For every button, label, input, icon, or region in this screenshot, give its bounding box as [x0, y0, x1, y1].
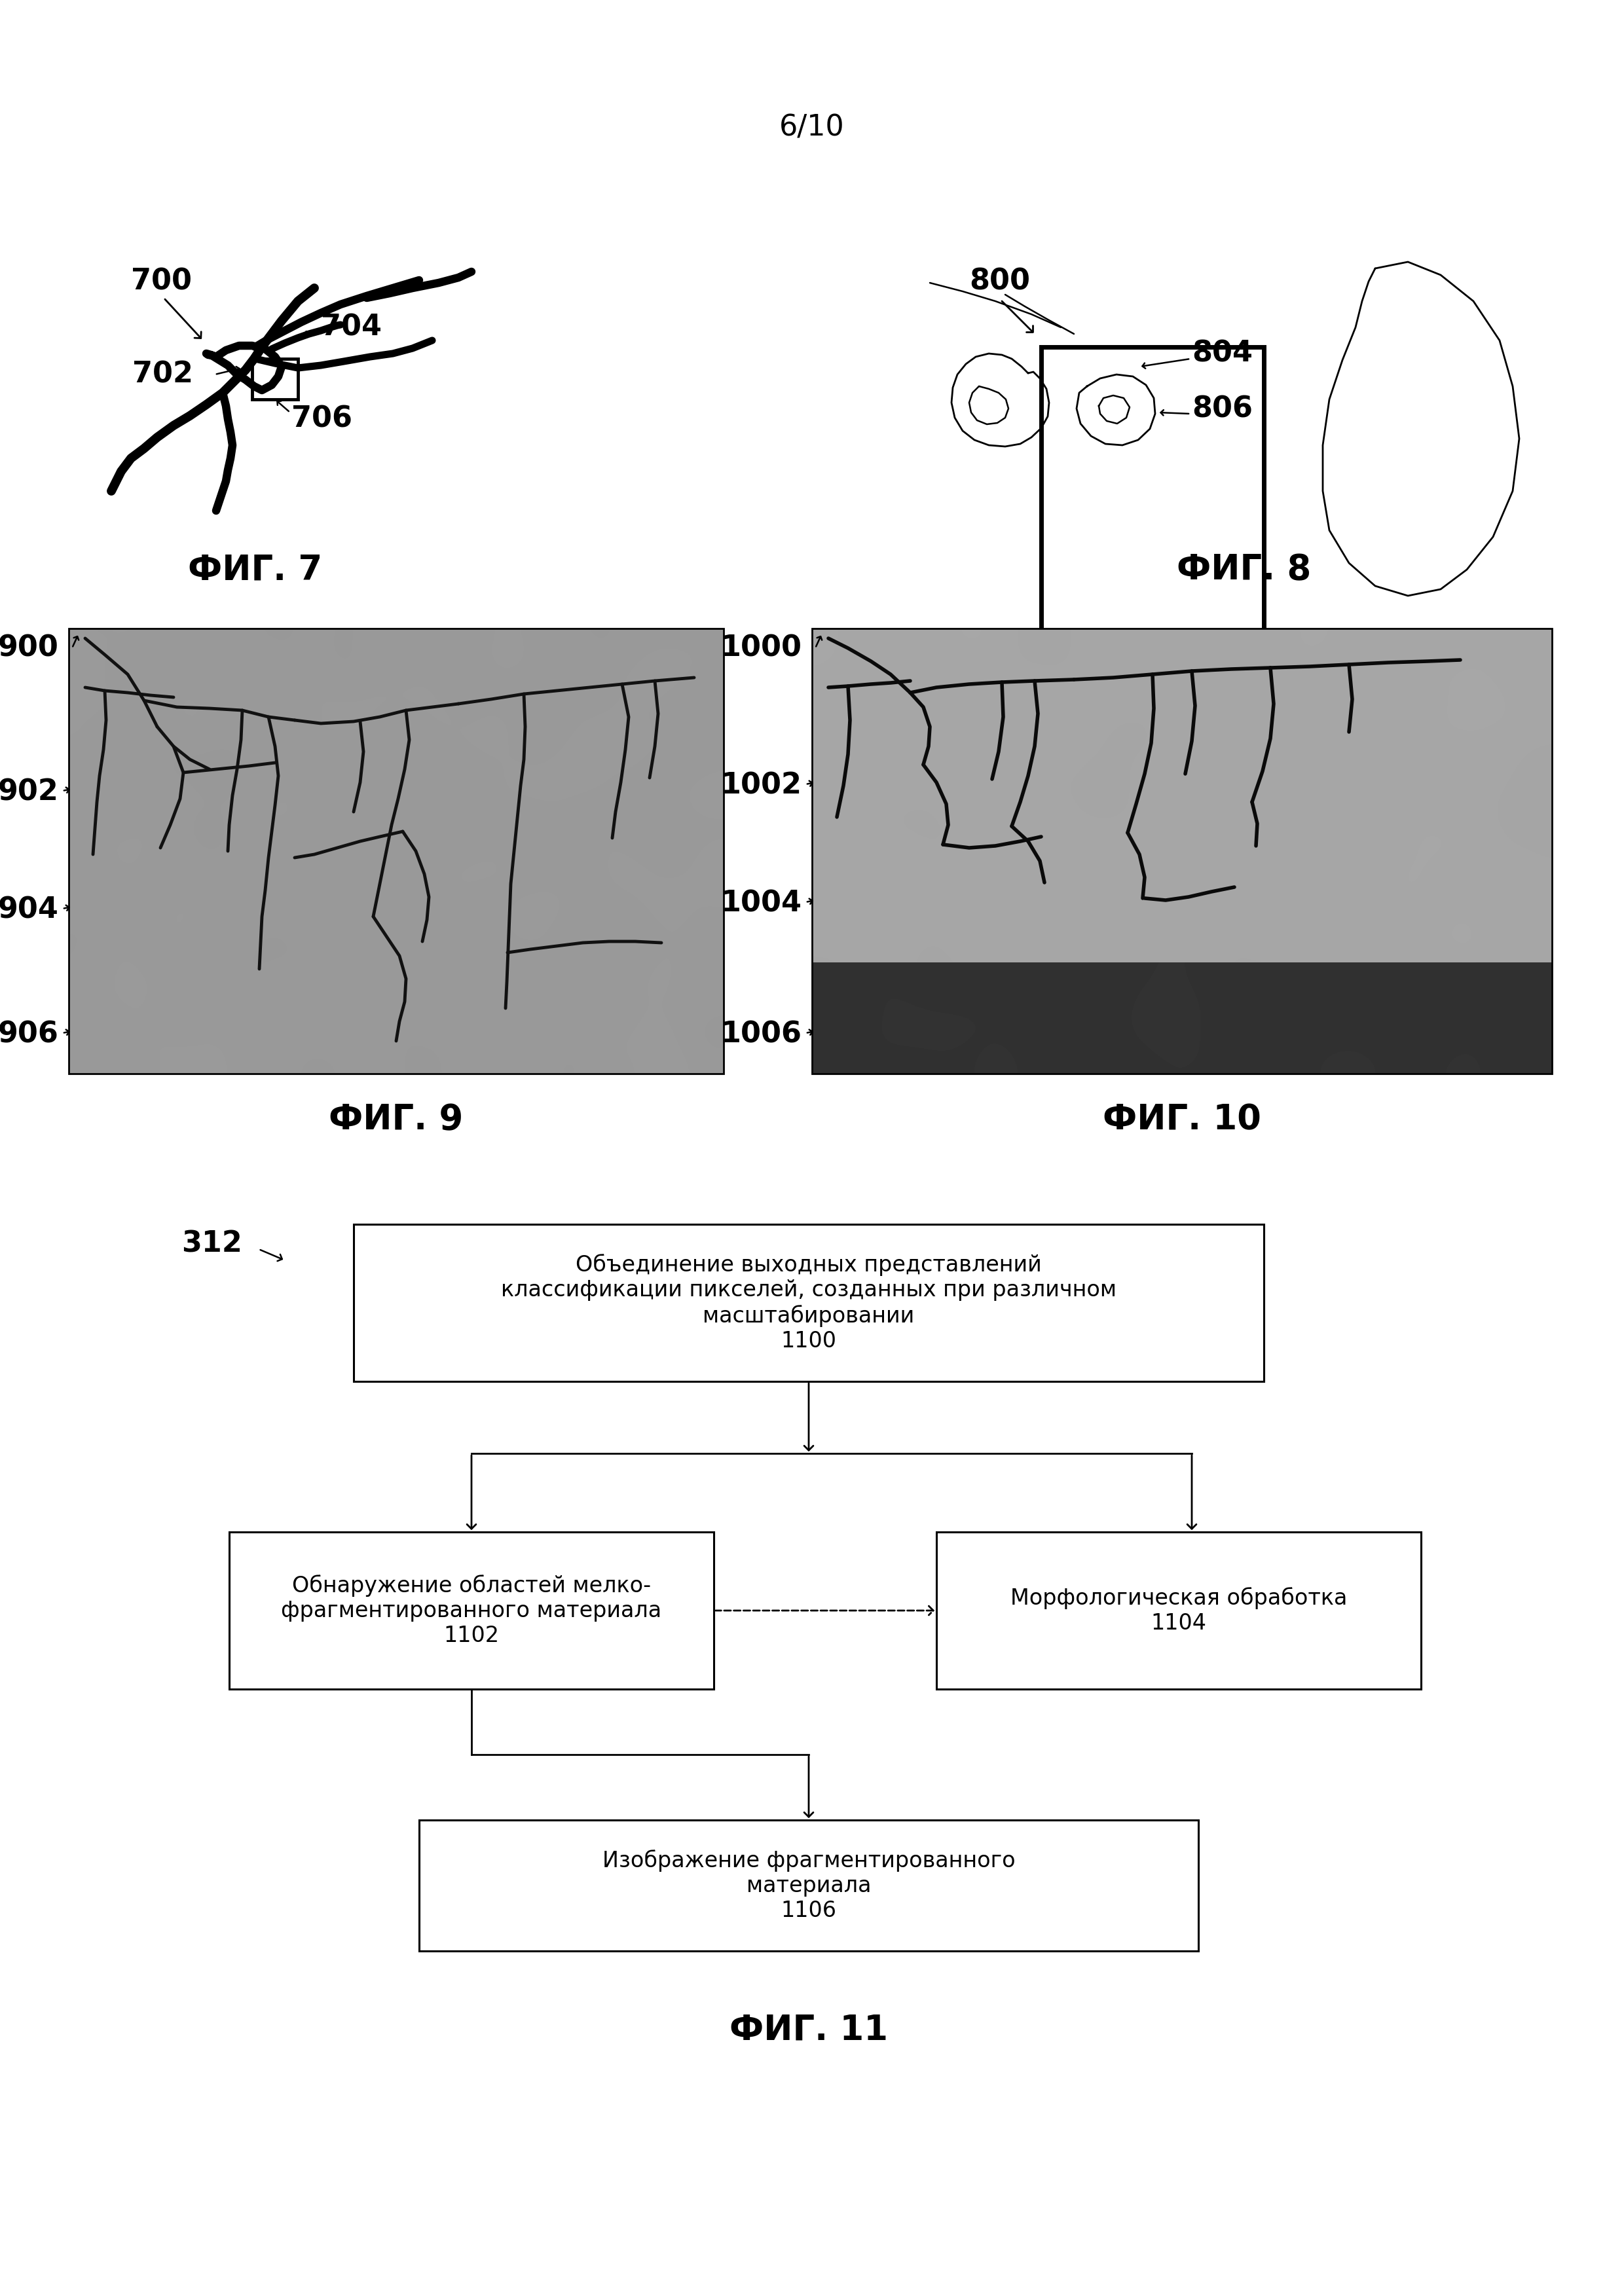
Text: 900: 900 [0, 634, 58, 661]
Text: 700: 700 [132, 266, 192, 296]
Text: Морфологическая обработка
1104: Морфологическая обработка 1104 [1010, 1587, 1348, 1635]
Text: Объединение выходных представлений
классификации пикселей, созданных при различн: Объединение выходных представлений класс… [500, 1254, 1117, 1352]
Text: 906: 906 [0, 1019, 58, 1049]
Bar [419, 1821, 1199, 1952]
Text: 806: 806 [1192, 395, 1252, 422]
Text: 1000: 1000 [721, 634, 802, 661]
Bar [1041, 347, 1263, 641]
Bar [937, 1531, 1421, 1690]
Bar [68, 629, 724, 1075]
Bar [812, 629, 1553, 1075]
Text: Изображение фрагментированного
материала
1106: Изображение фрагментированного материала… [603, 1848, 1015, 1922]
Text: 804: 804 [1192, 340, 1252, 367]
Bar [354, 1224, 1263, 1382]
Text: 904: 904 [0, 895, 58, 923]
Text: 312: 312 [182, 1231, 242, 1258]
Text: 704: 704 [322, 312, 382, 342]
Text: 902: 902 [0, 778, 58, 806]
Text: Обнаружение областей мелко-
фрагментированного материала
1102: Обнаружение областей мелко- фрагментиров… [281, 1575, 661, 1646]
Text: 706: 706 [291, 404, 352, 434]
Text: ФИГ. 10: ФИГ. 10 [1103, 1102, 1262, 1137]
Text: ФИГ. 8: ФИГ. 8 [1177, 553, 1312, 585]
Text: ФИГ. 9: ФИГ. 9 [330, 1102, 463, 1137]
Text: 6/10: 6/10 [780, 113, 844, 142]
Text: 702: 702 [132, 360, 193, 388]
Text: 800: 800 [970, 266, 1030, 296]
Text: 1002: 1002 [721, 771, 802, 799]
Bar [252, 358, 297, 400]
Text: ФИГ. 11: ФИГ. 11 [729, 2014, 888, 2046]
Text: 1006: 1006 [721, 1019, 802, 1049]
Text: ФИГ. 7: ФИГ. 7 [188, 553, 323, 585]
Bar [229, 1531, 715, 1690]
Text: 1004: 1004 [721, 889, 802, 918]
